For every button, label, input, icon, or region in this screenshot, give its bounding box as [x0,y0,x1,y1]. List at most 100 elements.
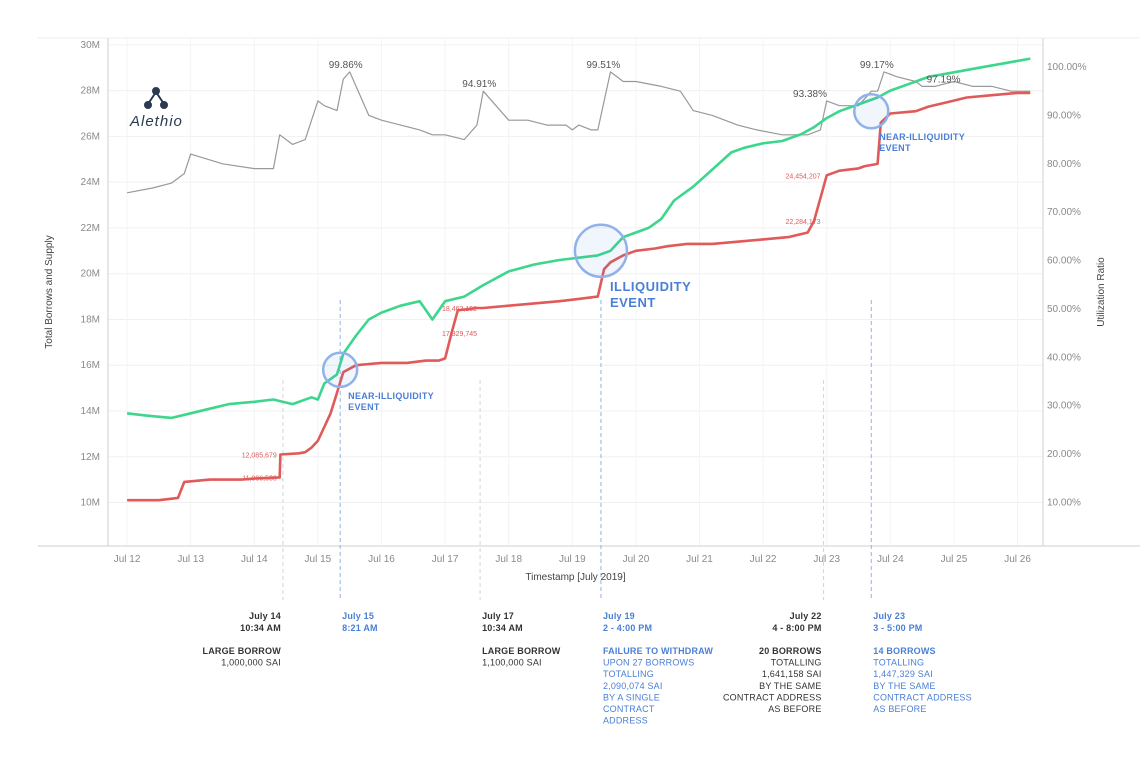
annotation-desc: FAILURE TO WITHDRAW [603,646,713,656]
x-tick-label: Jul 17 [432,554,459,565]
y-tick-label: 22M [81,223,100,234]
value-label: 17,329,745 [442,331,477,338]
annotation-time: July 22 [790,611,822,621]
annotation-desc: CONTRACT [603,704,655,714]
value-label: 22,284,173 [786,219,821,226]
y-tick-label: 12M [81,452,100,463]
x-tick-label: Jul 22 [750,554,777,565]
annotation-desc: 1,000,000 SAI [221,658,281,668]
y-tick-label: 20M [81,269,100,280]
annotation-desc: LARGE BORROW [203,646,282,656]
event-label: NEAR-ILLIQUIDITY [348,391,434,401]
annotation-desc: 2,090,074 SAI [603,681,663,691]
y-tick-label: 16M [81,360,100,371]
series-line-2 [127,91,1031,502]
annotation-desc: BY A SINGLE [603,692,660,702]
utilization-peak-label: 97.19% [927,74,961,85]
value-label: 18,462,192 [442,306,477,313]
annotation-desc: 1,447,329 SAI [873,669,933,679]
annotation-time: July 15 [342,611,374,621]
y-tick-label: 18M [81,314,100,325]
annotation-time: 2 - 4:00 PM [603,623,652,633]
annotation-time: 4 - 8:00 PM [772,623,821,633]
annotation-desc: BY THE SAME [759,681,821,691]
y2-tick-label: 90.00% [1047,110,1081,121]
x-tick-label: Jul 15 [305,554,332,565]
y2-tick-label: 20.00% [1047,449,1081,460]
y2-tick-label: 60.00% [1047,256,1081,267]
annotation-desc: UPON 27 BORROWS [603,658,695,668]
annotation-desc: 1,641,158 SAI [762,669,822,679]
logo-icon [144,87,168,109]
x-axis-label: Timestamp [July 2019] [525,572,625,583]
annotation-time: July 19 [603,611,635,621]
x-tick-label: Jul 23 [813,554,840,565]
y2-tick-label: 50.00% [1047,304,1081,315]
y2-tick-label: 80.00% [1047,159,1081,170]
value-label: 12,085,679 [242,452,277,459]
annotation-desc: CONTRACT ADDRESS [723,692,822,702]
axes: 10M 12M 14M 16M 18M 20M 22M 24M 26M 28M 30M 10.00% 2… [38,37,1140,565]
utilization-peak-label: 99.17% [860,60,894,71]
x-tick-label: Jul 18 [495,554,522,565]
y2-axis-label: Utilization Ratio [1096,257,1107,327]
event-label: ILLIQUIDITY [610,279,691,294]
grid-lines [108,38,1043,546]
annotation-desc: CONTRACT ADDRESS [873,692,972,702]
utilization-peak-label: 93.38% [793,89,827,100]
x-tick-label: Jul 14 [241,554,268,565]
x-tick-label: Jul 26 [1004,554,1031,565]
series-line-0 [126,71,1031,194]
x-tick-label: Jul 20 [623,554,650,565]
value-label: 11,086,530 [242,475,277,482]
y-axis-label: Total Borrows and Supply [44,235,55,348]
x-tick-label: Jul 13 [177,554,204,565]
event-label: NEAR-ILLIQUIDITY [879,132,965,142]
x-tick-label: Jul 19 [559,554,586,565]
alethio-logo: Alethio [129,87,183,130]
logo-text: Alethio [129,113,183,130]
y-tick-label: 10M [81,498,100,509]
annotation-time: July 17 [482,611,514,621]
y-tick-label: 24M [81,177,100,188]
y-tick-label: 30M [81,40,100,51]
series-lines [126,57,1031,502]
event-circle [573,223,629,279]
utilization-peak-label: 99.86% [329,60,363,71]
utilization-peak-label: 94.91% [462,79,496,90]
annotation-desc: BY THE SAME [873,681,935,691]
annotation-desc: 1,100,000 SAI [482,658,542,668]
value-label: 24,454,207 [786,173,821,180]
annotation-desc: 14 BORROWS [873,646,936,656]
value-labels: 12,085,679 11,086,530 18,462,192 17,329,745… [242,60,961,482]
event-circle [321,351,359,389]
x-tick-label: Jul 21 [686,554,713,565]
annotation-time: July 14 [249,611,281,621]
annotation-desc: TOTALLING [771,658,822,668]
event-label: EVENT [610,295,656,310]
event-markers: NEAR-ILLIQUIDITYEVENTILLIQUIDITYEVENTNEA… [321,92,965,412]
x-tick-label: Jul 24 [877,554,904,565]
x-tick-label: Jul 16 [368,554,395,565]
y2-tick-label: 100.00% [1047,62,1087,73]
annotation-desc: 20 BORROWS [759,646,822,656]
event-circle [853,92,890,130]
event-label: EVENT [348,402,380,412]
annotation-desc: AS BEFORE [768,704,821,714]
annotation-desc: AS BEFORE [873,704,926,714]
utilization-peak-label: 99.51% [586,60,620,71]
y-tick-label: 28M [81,86,100,97]
annotation-time: 3 - 5:00 PM [873,623,922,633]
y2-tick-label: 70.00% [1047,207,1081,218]
annotation-time: July 23 [873,611,905,621]
annotation-desc: ADDRESS [603,716,648,726]
y-tick-label: 26M [81,131,100,142]
y2-tick-label: 30.00% [1047,401,1081,412]
annotation-desc: LARGE BORROW [482,646,561,656]
series-line-1 [126,57,1031,420]
x-tick-label: Jul 12 [114,554,141,565]
x-tick-label: Jul 25 [941,554,968,565]
event-label: EVENT [879,143,911,153]
y2-tick-label: 10.00% [1047,497,1081,508]
